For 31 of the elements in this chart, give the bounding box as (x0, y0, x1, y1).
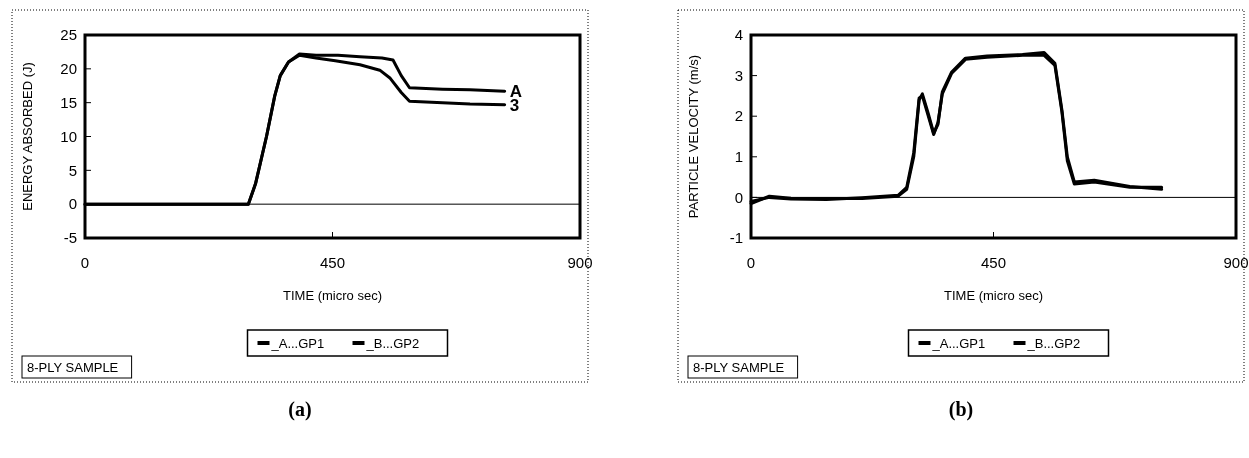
y-axis-title: ENERGY ABSORBED (J) (20, 62, 35, 211)
y-tick-label: 10 (60, 127, 77, 145)
legend-label: _B...GP2 (365, 335, 420, 351)
y-tick-label: 1 (734, 148, 743, 166)
legend-label: _B...GP2 (1026, 335, 1081, 351)
y-tick-label: 5 (68, 161, 77, 179)
y-axis-title: PARTICLE VELOCITY (m/s) (686, 54, 701, 219)
y-tick-label: 15 (60, 93, 77, 111)
y-tick-label: 4 (734, 26, 743, 44)
x-tick-label: 450 (980, 254, 1007, 271)
y-tick-label: -5 (63, 229, 77, 247)
text: 8-PLY SAMPLE (693, 359, 785, 375)
y-tick-label: 2 (734, 107, 743, 125)
text: 8-PLY SAMPLE (27, 359, 119, 375)
x-tick-label: 0 (80, 254, 90, 271)
y-tick-label: 25 (60, 26, 77, 44)
x-tick-label: 450 (319, 254, 346, 271)
x-tick-label: 900 (567, 254, 593, 271)
legend-label: _A...GP1 (931, 335, 986, 351)
x-tick-label: 900 (1223, 254, 1249, 271)
y-tick-label: 0 (68, 195, 77, 213)
y-tick-label: -1 (729, 229, 743, 247)
y-tick-label: 3 (734, 66, 743, 84)
y-tick-label: 0 (734, 188, 743, 206)
x-tick-label: 0 (746, 254, 756, 271)
text: (b) (948, 398, 974, 421)
text: (a) (288, 398, 312, 421)
x-axis-title: TIME (micro sec) (283, 288, 382, 303)
legend-label: _A...GP1 (270, 335, 325, 351)
y-tick-label: 20 (60, 60, 77, 78)
x-axis-title: TIME (micro sec) (944, 288, 1043, 303)
